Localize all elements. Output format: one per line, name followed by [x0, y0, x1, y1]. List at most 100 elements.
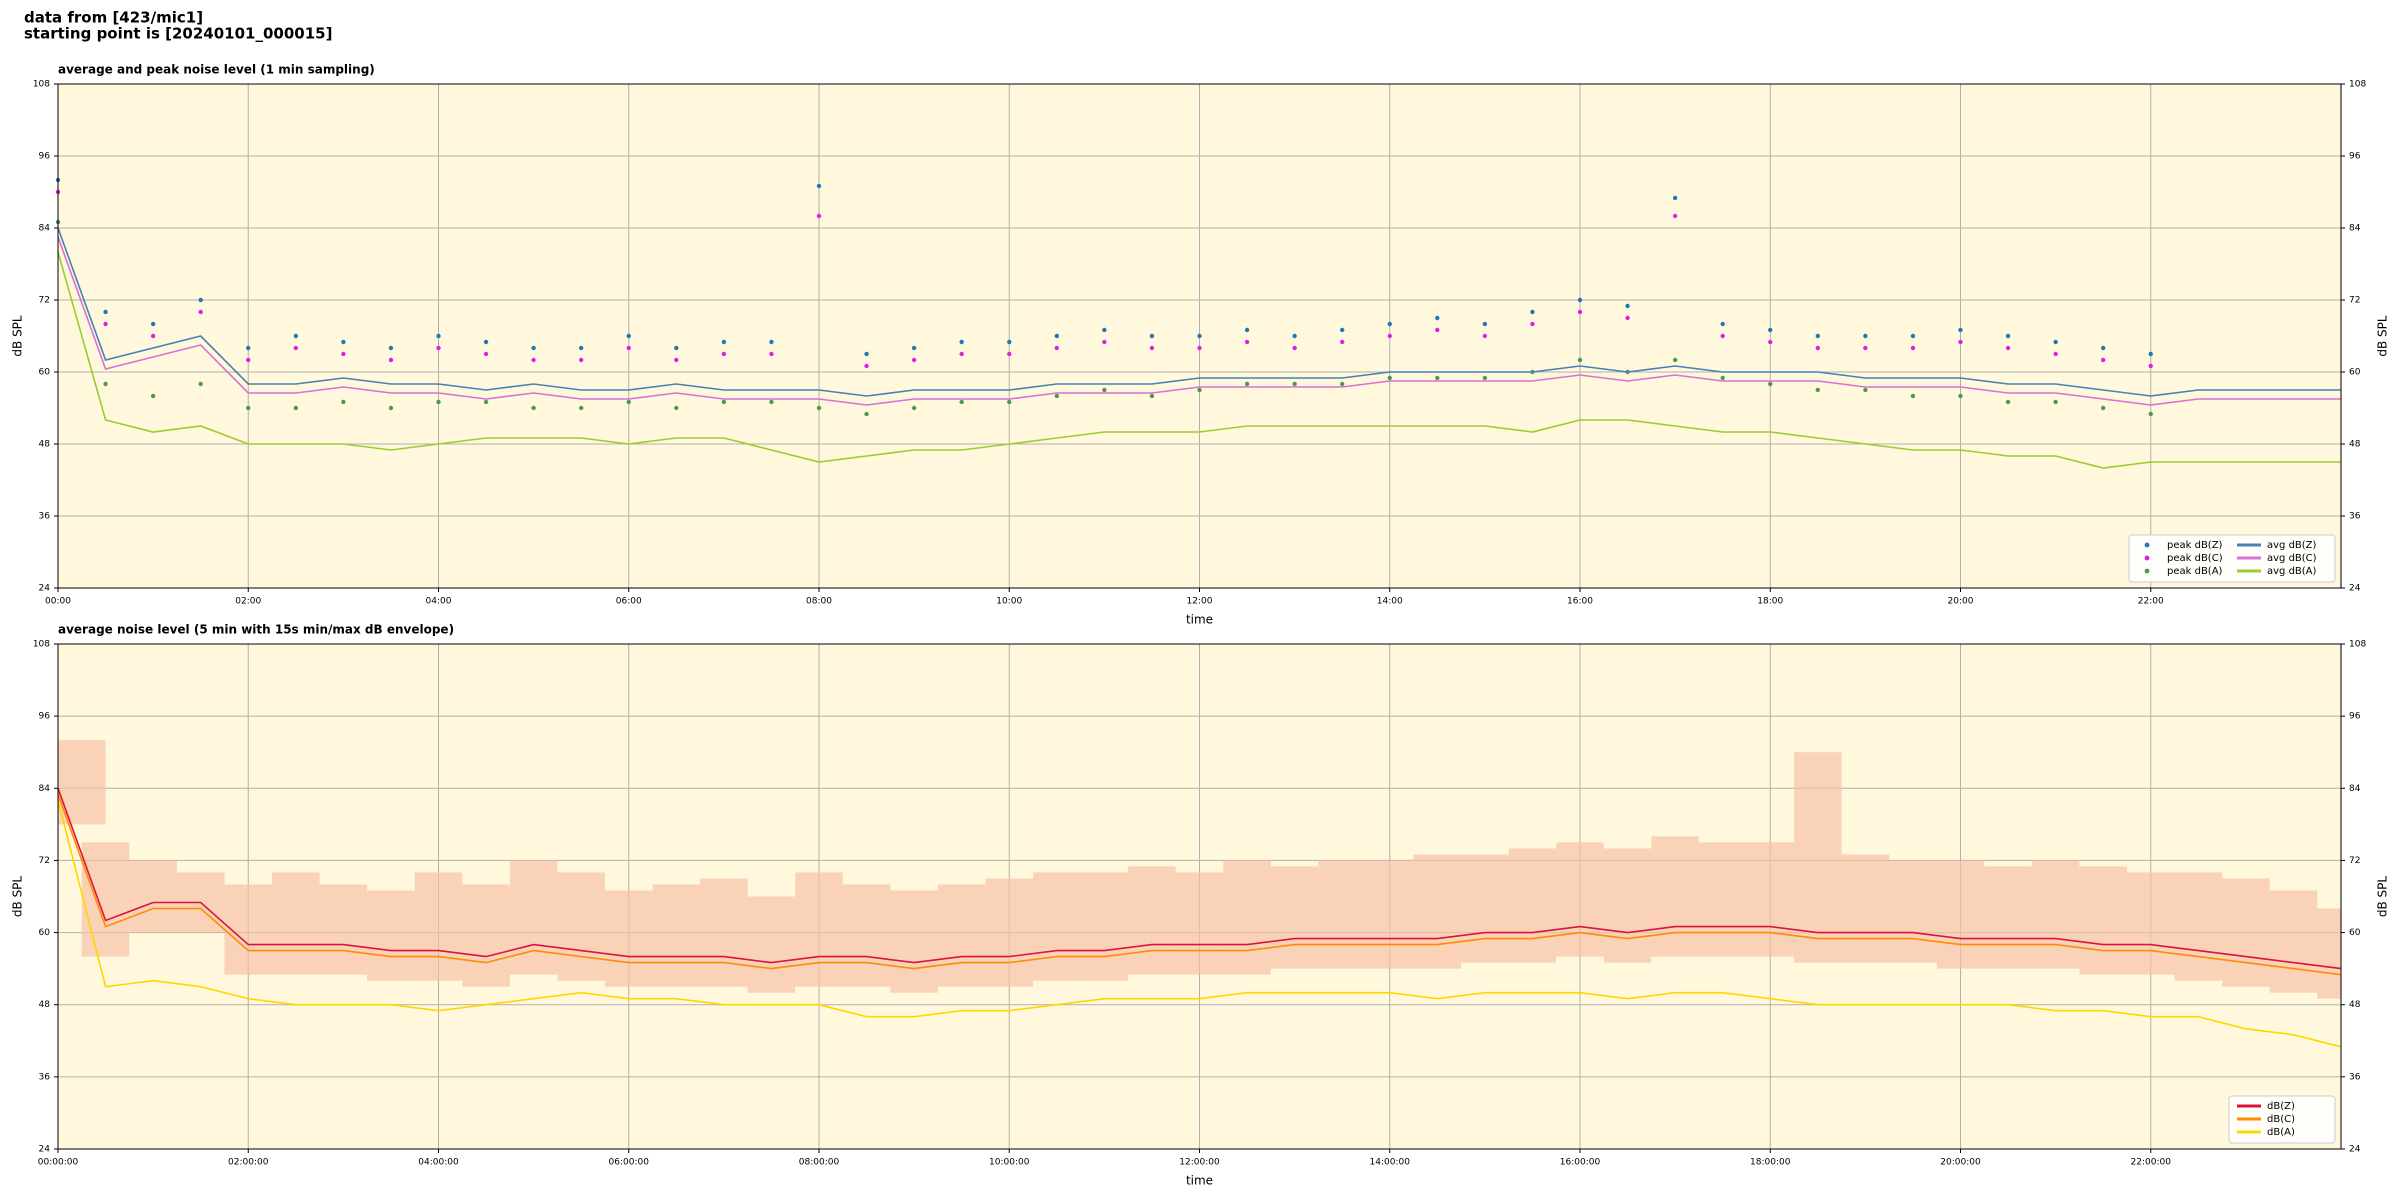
envelope-band [1413, 854, 1462, 969]
peak-point [769, 351, 774, 357]
x-tick-label: 18:00:00 [1750, 1158, 1791, 1168]
y-tick-label: 96 [2349, 712, 2361, 722]
peak-point [1625, 303, 1630, 309]
peak-point [1244, 327, 1250, 333]
x-tick-label: 06:00 [616, 597, 642, 607]
envelope-band [1936, 860, 1985, 969]
envelope-band [1841, 854, 1890, 963]
peak-point [198, 309, 203, 315]
peak-point [150, 321, 156, 327]
peak-point [1815, 387, 1821, 393]
envelope-band [1508, 848, 1557, 963]
y-tick-label: 96 [39, 712, 51, 722]
peak-point [1102, 327, 1107, 333]
envelope-band [1223, 860, 1271, 975]
peak-point [2005, 399, 2011, 405]
peak-point [1007, 399, 1012, 405]
y-tick-label: 84 [39, 224, 51, 234]
y-tick-label: 72 [39, 856, 50, 866]
peak-point [1054, 333, 1060, 339]
peak-point [531, 357, 536, 363]
y-axis-label: dB SPL [11, 315, 25, 357]
peak-point [864, 351, 869, 357]
peak-point [1720, 375, 1725, 381]
envelope-band [2079, 866, 2127, 975]
peak-point [769, 339, 774, 345]
peak-point [103, 309, 108, 315]
peak-point [483, 351, 489, 357]
chart-title: average and peak noise level (1 min samp… [58, 63, 375, 77]
y-tick-label: 84 [2349, 784, 2361, 794]
peak-point [1387, 321, 1392, 327]
y-tick-label: 36 [2349, 1072, 2361, 1082]
peak-point [1910, 333, 1916, 339]
envelope-band [2222, 878, 2270, 987]
envelope-band [937, 884, 986, 987]
peak-point [1435, 327, 1440, 333]
x-tick-label: 22:00:00 [2131, 1158, 2172, 1168]
x-tick-label: 10:00:00 [989, 1158, 1030, 1168]
peak-point [1102, 339, 1107, 345]
x-tick-label: 06:00:00 [609, 1158, 650, 1168]
peak-point [2005, 345, 2011, 351]
legend-label: peak dB(C) [2167, 553, 2223, 564]
peak-point [1435, 375, 1440, 381]
envelope-band [747, 896, 796, 993]
peak-point [150, 333, 156, 339]
peak-point [626, 333, 631, 339]
peak-point [721, 339, 727, 345]
peak-point [1720, 333, 1725, 339]
peak-point [1863, 345, 1868, 351]
peak-point [2005, 333, 2011, 339]
peak-point [1863, 333, 1868, 339]
peak-point [1577, 297, 1583, 303]
series-line [57, 251, 2341, 469]
envelope-band [1889, 860, 1937, 963]
peak-point [103, 321, 108, 327]
peak-point [198, 297, 203, 303]
y-tick-label: 96 [2349, 152, 2361, 162]
peak-point [246, 357, 251, 363]
peak-point [1292, 333, 1297, 339]
envelope-band [1746, 842, 1795, 957]
header-line: starting point is [20240101_000015] [24, 25, 332, 43]
legend-marker [2144, 555, 2150, 561]
peak-point [1149, 393, 1155, 399]
x-tick-label: 10:00 [996, 597, 1022, 607]
legend-box [2128, 534, 2336, 583]
legend-label: peak dB(Z) [2167, 540, 2223, 551]
y-tick-label: 96 [39, 152, 51, 162]
envelope-band [1128, 866, 1176, 975]
envelope-band [1080, 872, 1129, 981]
plot-frame [57, 643, 2342, 1150]
x-tick-label: 16:00 [1567, 597, 1593, 607]
y-tick-label: 48 [39, 440, 51, 450]
peak-point [578, 405, 584, 411]
envelope-band [2317, 908, 2341, 999]
legend-marker [2144, 542, 2150, 548]
y-tick-label: 84 [39, 784, 51, 794]
peak-point [1387, 375, 1392, 381]
envelope-band [1556, 842, 1604, 957]
y-tick-label: 60 [39, 368, 51, 378]
peak-point [1863, 387, 1868, 393]
legend-label: avg dB(A) [2267, 566, 2317, 577]
peak-point [959, 351, 964, 357]
envelope-band [367, 890, 415, 981]
peak-point [1007, 351, 1012, 357]
y-tick-label: 60 [2349, 368, 2361, 378]
x-tick-label: 04:00:00 [418, 1158, 459, 1168]
x-tick-label: 20:00 [1948, 597, 1974, 607]
peak-point [1339, 327, 1345, 333]
peak-point [1482, 321, 1488, 327]
x-tick-label: 14:00:00 [1370, 1158, 1411, 1168]
x-tick-label: 12:00 [1187, 597, 1213, 607]
legend-label: avg dB(C) [2267, 553, 2317, 564]
peak-point [1292, 381, 1297, 387]
envelope-band [557, 872, 605, 981]
peak-point [911, 345, 917, 351]
x-axis-label: time [1186, 613, 1213, 627]
peak-point [2053, 339, 2058, 345]
y-tick-label: 36 [2349, 512, 2361, 522]
